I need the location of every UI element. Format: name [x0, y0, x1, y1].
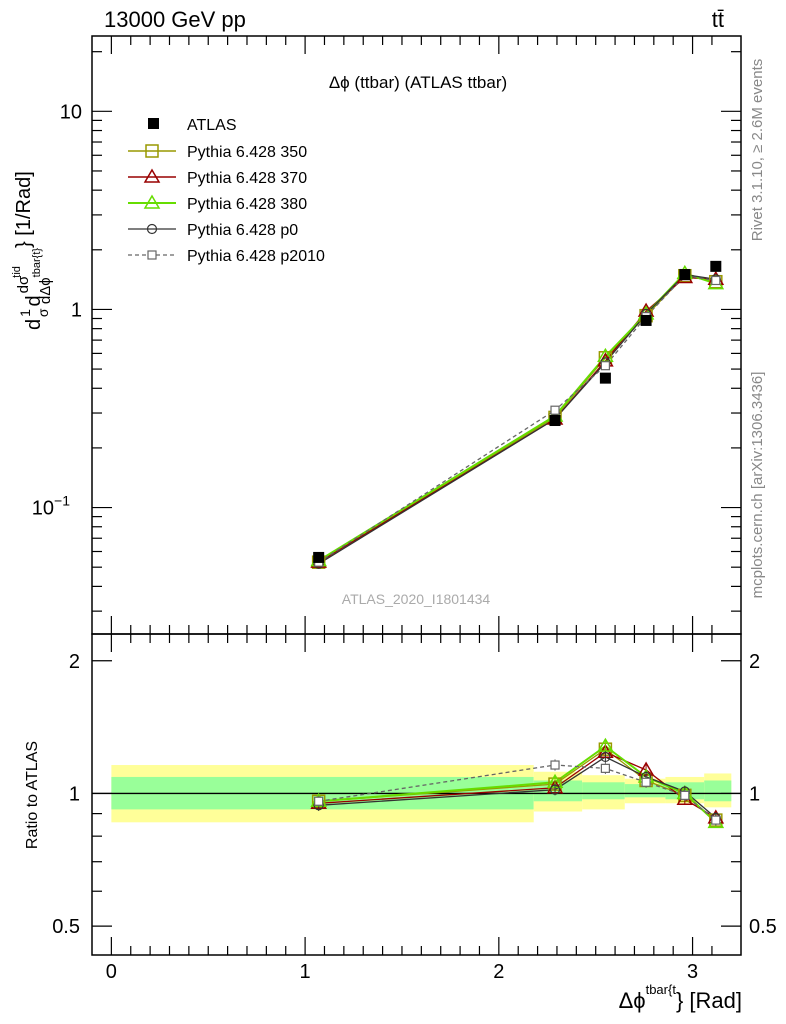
legend-marker-380: [143, 194, 161, 209]
ratio-y-tick-right-1: 1: [749, 783, 760, 805]
legend-label-p0: Pythia 6.428 p0: [187, 222, 298, 239]
x-tick-label-2: 2: [493, 961, 504, 983]
main-marker-pythia-6-428-p2010-5: [711, 275, 721, 286]
legend-label-atlas: ATLAS: [187, 117, 237, 134]
ratio-y-tick-left-1: 1: [69, 783, 80, 805]
ratio-marker-pythia-6-428-p0-2: [600, 751, 611, 763]
atlas-data-point-1: [549, 415, 561, 427]
ratio-marker-pythia-6-428-p2010-2: [600, 763, 610, 773]
x-axis: 0 1 2 3: [106, 961, 698, 983]
legend: ATLAS Pythia 6.428 350 Pythia 6.428 370 …: [128, 117, 325, 265]
ratio-marker-pythia-6-428-p2010-1: [550, 760, 560, 770]
main-marker-pythia-6-428-p2010-1: [550, 405, 560, 415]
header-process: tt̄: [712, 7, 724, 32]
main-y-axis-title: d1 σddσtiddΔϕtbar{t}} [1/Rad]: [11, 171, 54, 330]
main-line-pythia-6-428-350: [318, 274, 716, 563]
ratio-line-pythia-6-428-p2010: [318, 764, 717, 821]
main-data-points: [313, 260, 722, 563]
ratio-marker-pythia-6-428-p2010-0: [314, 796, 324, 806]
x-tick-label-0: 0: [106, 961, 117, 983]
x-tick-label-3: 3: [687, 961, 698, 983]
atlas-data-point-3: [640, 314, 652, 326]
legend-marker-p0: [146, 223, 158, 235]
analysis-watermark: ATLAS_2020_I1801434: [342, 591, 491, 607]
main-marker-pythia-6-428-p2010-2: [600, 361, 610, 371]
ratio-marker-pythia-6-428-380-2: [597, 737, 614, 752]
legend-marker-350: [145, 144, 159, 158]
header-energy: 13000 GeV pp: [104, 7, 246, 32]
main-y-axis: 10 1 10−1: [32, 101, 82, 519]
main-series-markers: [310, 264, 725, 569]
ratio-marker-pythia-6-428-p0-1: [549, 784, 561, 795]
ratio-y-tick-right-0.5: 0.5: [749, 916, 777, 938]
ratio-y-axis: 0.5 1 2 0.5 1 2: [52, 651, 777, 938]
legend-label-380: Pythia 6.428 380: [187, 196, 307, 213]
main-line-pythia-6-428-p0: [318, 273, 716, 565]
rivet-label: Rivet 3.1.10, ≥ 2.6M events: [749, 59, 766, 242]
atlas-data-point-4: [679, 269, 691, 281]
ratio-y-axis-title: Ratio to ATLAS: [24, 741, 41, 849]
main-line-pythia-6-428-380: [318, 272, 717, 562]
legend-marker-atlas: [148, 118, 159, 129]
y-tick-label-10: 10: [60, 101, 82, 123]
ratio-marker-pythia-6-428-p2010-5: [711, 815, 721, 825]
main-line-pythia-6-428-370: [318, 276, 716, 563]
atlas-data-point-5: [710, 260, 722, 272]
ratio-band-inner-5: [704, 780, 732, 802]
ratio-y-tick-left-2: 2: [69, 651, 80, 673]
ratio-frame: [91, 633, 742, 956]
ratio-marker-pythia-6-428-p2010-3: [641, 777, 651, 787]
main-line-pythia-6-428-p2010: [318, 275, 716, 563]
ratio-band-inner-2: [582, 782, 625, 800]
x-axis-title: Δϕtbar{t} [Rad]: [619, 982, 742, 1013]
ratio-y-tick-left-0.5: 0.5: [52, 916, 80, 938]
legend-label-350: Pythia 6.428 350: [187, 144, 307, 161]
y-tick-label-1: 1: [71, 299, 82, 321]
legend-marker-p2010: [147, 250, 157, 260]
ratio-marker-pythia-6-428-p2010-4: [680, 790, 690, 800]
y-tick-label-0.1: 10−1: [32, 493, 70, 520]
legend-marker-370: [143, 168, 161, 183]
main-series-lines: [318, 272, 717, 565]
atlas-data-point-2: [599, 372, 611, 384]
ratio-y-tick-right-2: 2: [749, 651, 760, 673]
legend-label-370: Pythia 6.428 370: [187, 170, 307, 187]
main-frame: [91, 35, 742, 635]
plot-title: Δϕ (ttbar) (ATLAS ttbar): [329, 73, 507, 92]
ratio-band-inner-1: [533, 780, 583, 802]
legend-label-p2010: Pythia 6.428 p2010: [187, 248, 325, 265]
x-tick-label-1: 1: [300, 961, 311, 983]
ratio-series-markers: [310, 737, 725, 829]
mcplots-label: mcplots.cern.ch [arXiv:1306.3436]: [749, 372, 766, 599]
atlas-data-point-0: [313, 551, 325, 563]
